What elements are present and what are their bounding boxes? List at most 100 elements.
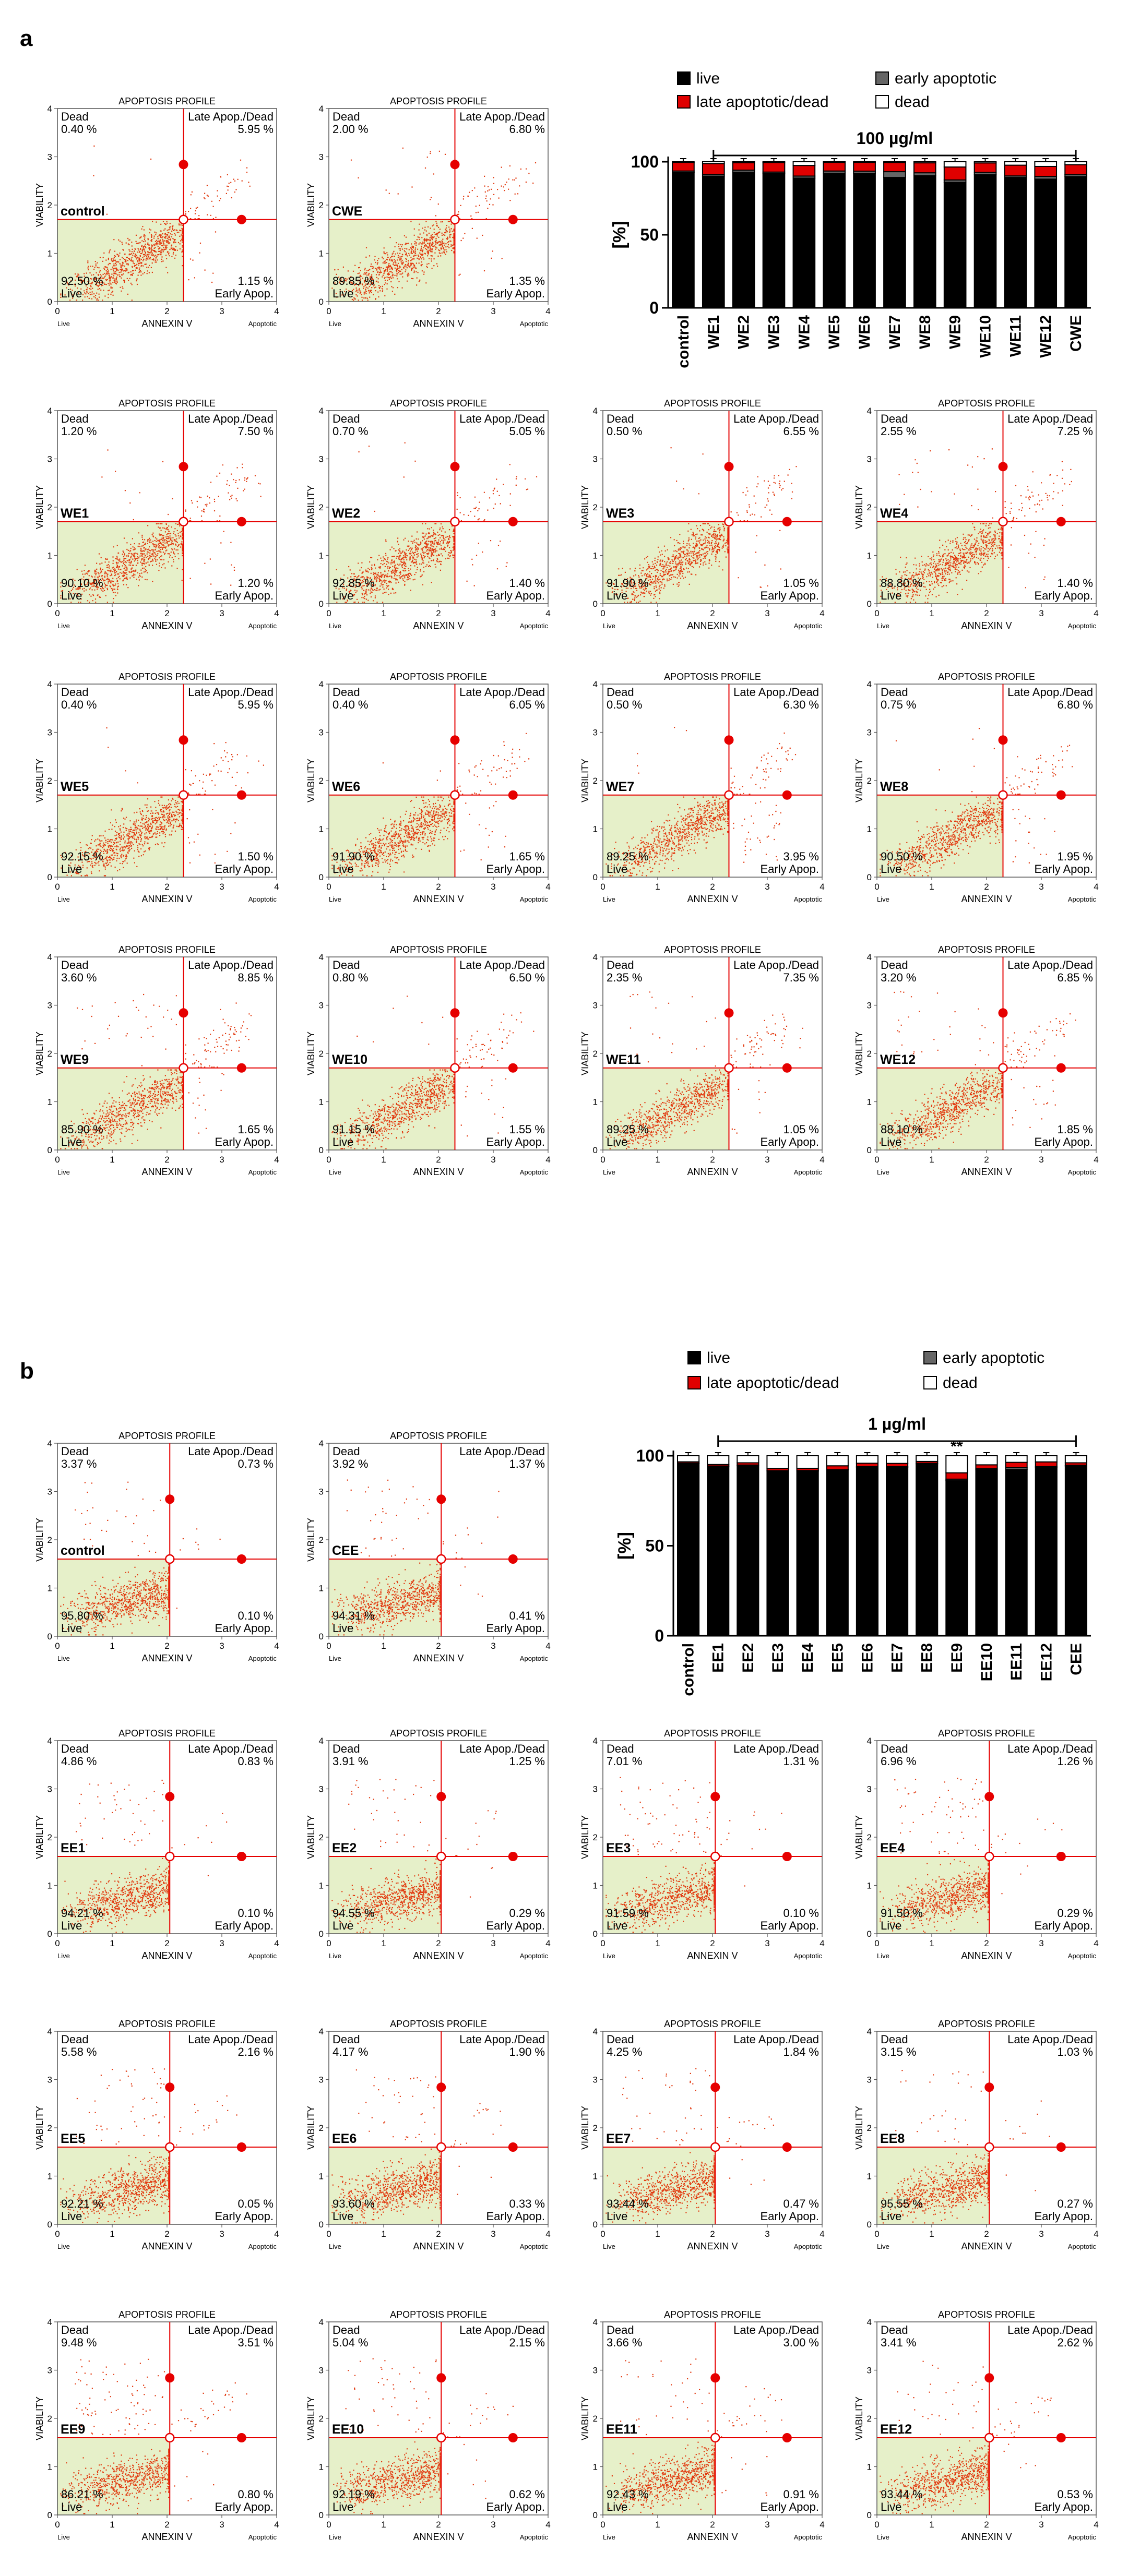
quadrant-late-value: 1.25 %: [509, 1755, 545, 1768]
quadrant-dead-label: Dead: [61, 2323, 89, 2337]
y-tick-label: 4: [319, 2317, 324, 2327]
quadrant-live-value: 88.10 %: [881, 1123, 923, 1136]
x-axis-apoptotic-label: Apoptotic: [248, 1168, 277, 1176]
bar-segment-live: [672, 172, 695, 308]
quadrant-late-value: 2.16 %: [238, 2045, 274, 2058]
quadrant-live-label: Live: [607, 2210, 627, 2223]
bar-segment-dead: [796, 1455, 819, 1469]
y-axis-label: VIABILITY: [306, 2397, 316, 2440]
plot-title: APOPTOSIS PROFILE: [938, 2309, 1035, 2320]
legend-swatch: [923, 1376, 937, 1389]
x-tick-label: 2: [436, 1155, 441, 1165]
y-tick-label: 0: [319, 1632, 324, 1642]
bar-segment-dead: [1035, 1455, 1058, 1463]
quadrant-early-value: 0.29 %: [1058, 1907, 1094, 1920]
y-tick-label: 1: [593, 2172, 598, 2182]
y-tick-label: 4: [319, 1439, 324, 1448]
x-tick-label: 3: [765, 1155, 769, 1165]
gate-handle-right: [782, 2433, 792, 2442]
y-tick-label: 2: [319, 2414, 324, 2424]
legend-label: early apoptotic: [943, 1349, 1044, 1367]
quadrant-live-label: Live: [61, 1135, 82, 1148]
plot-title: APOPTOSIS PROFILE: [118, 944, 216, 955]
x-tick-label: 3: [219, 2520, 224, 2530]
y-tick-label: 4: [319, 679, 324, 689]
quadrant-live-label: Live: [607, 2500, 627, 2513]
gate-handle-right: [236, 2433, 246, 2442]
y-axis-label: VIABILITY: [34, 1518, 45, 1562]
x-axis-apoptotic-label: Apoptotic: [1068, 2533, 1097, 2541]
x-tick-label: 0: [55, 1155, 60, 1165]
y-tick-label: 0: [867, 1929, 872, 1939]
quadrant-early-value: 0.41 %: [509, 1609, 545, 1622]
x-tick-label: 2: [710, 1155, 715, 1165]
x-axis-live-label: Live: [329, 1168, 341, 1176]
event-dots: [880, 2070, 1050, 2224]
y-axis-label: VIABILITY: [854, 1815, 864, 1859]
quadrant-late-label: Late Apop./Dead: [733, 958, 819, 972]
gate-center-handle: [179, 1063, 188, 1073]
y-axis-label: VIABILITY: [854, 2106, 864, 2150]
y-tick-label: 4: [48, 406, 52, 416]
quadrant-dead-value: 4.25 %: [607, 2045, 643, 2058]
y-tick-label: 4: [867, 952, 872, 962]
x-axis-label: ANNEXIN V: [141, 1167, 192, 1177]
quadrant-live-value: 92.21 %: [61, 2197, 103, 2210]
x-tick-label: 0: [874, 1155, 879, 1165]
gate-handle-top: [179, 160, 188, 170]
quadrant-live-value: 93.44 %: [607, 2197, 649, 2210]
y-tick-label: 2: [593, 2123, 598, 2133]
event-dots: [60, 727, 265, 877]
x-tick-label: 1: [381, 608, 386, 618]
quadrant-live-label: Live: [607, 862, 627, 876]
legend-swatch: [677, 71, 691, 85]
legend-swatch: [687, 1376, 701, 1389]
x-tick-label: 4: [1094, 882, 1098, 892]
category-label: WE5: [826, 315, 843, 349]
dot-plot-we8: APOPTOSIS PROFILE VIABILITY ANNEXIN V 00 1 1 2…: [854, 672, 1099, 904]
x-tick-label: 1: [929, 608, 934, 618]
quadrant-dead-value: 0.80 %: [333, 971, 369, 984]
quadrant-dead-value: 3.60 %: [61, 971, 97, 984]
y-tick-label: 2: [319, 1832, 324, 1842]
y-tick-label: 4: [319, 952, 324, 962]
x-axis-label: ANNEXIN V: [413, 620, 464, 631]
quadrant-late-value: 1.37 %: [509, 1457, 545, 1470]
quadrant-early-label: Early Apop.: [486, 1135, 545, 1148]
legend-label: live: [707, 1349, 730, 1367]
category-label: WE9: [947, 315, 964, 349]
plot-title: APOPTOSIS PROFILE: [938, 672, 1035, 682]
x-tick-label: 3: [491, 1938, 495, 1948]
dot-plot-we5: APOPTOSIS PROFILE VIABILITY ANNEXIN V 00 1 1 2…: [34, 672, 279, 904]
quadrant-early-label: Early Apop.: [215, 2210, 274, 2223]
sample-name: EE7: [606, 2131, 631, 2146]
quadrant-early-label: Early Apop.: [1034, 2210, 1093, 2223]
x-tick-label: 2: [436, 2520, 441, 2530]
dot-plot-ee5: APOPTOSIS PROFILE VIABILITY ANNEXIN V 00 1 1 2…: [34, 2019, 279, 2251]
quadrant-dead-label: Dead: [881, 686, 908, 699]
quadrant-live-value: 92.85 %: [333, 577, 375, 590]
gate-handle-right: [782, 2142, 792, 2152]
gate-center-handle: [998, 790, 1008, 800]
plot-title: APOPTOSIS PROFILE: [664, 672, 761, 682]
x-tick-label: 2: [710, 2520, 715, 2530]
x-axis-live-label: Live: [329, 1655, 341, 1662]
bar-segment-dead: [975, 1455, 998, 1466]
y-tick-label: 4: [319, 2027, 324, 2036]
y-axis-label: VIABILITY: [306, 2106, 316, 2150]
y-tick-label: 0: [593, 2220, 598, 2230]
y-tick-label: 1: [48, 2172, 52, 2182]
x-axis-apoptotic-label: Apoptotic: [248, 2533, 277, 2541]
quadrant-late-label: Late Apop./Dead: [459, 958, 545, 972]
y-tick-label: 3: [48, 152, 52, 162]
y-tick-label: 0: [867, 599, 872, 609]
quadrant-live-value: 92.43 %: [607, 2488, 649, 2501]
x-tick-label: 2: [710, 2229, 715, 2239]
bar-segment-live: [975, 1469, 998, 1637]
x-tick-label: 2: [164, 1641, 169, 1651]
x-tick-label: 2: [436, 1938, 441, 1948]
x-tick-label: 0: [326, 1938, 331, 1948]
quadrant-dead-label: Dead: [607, 958, 634, 972]
y-tick-label: 50: [640, 225, 659, 244]
